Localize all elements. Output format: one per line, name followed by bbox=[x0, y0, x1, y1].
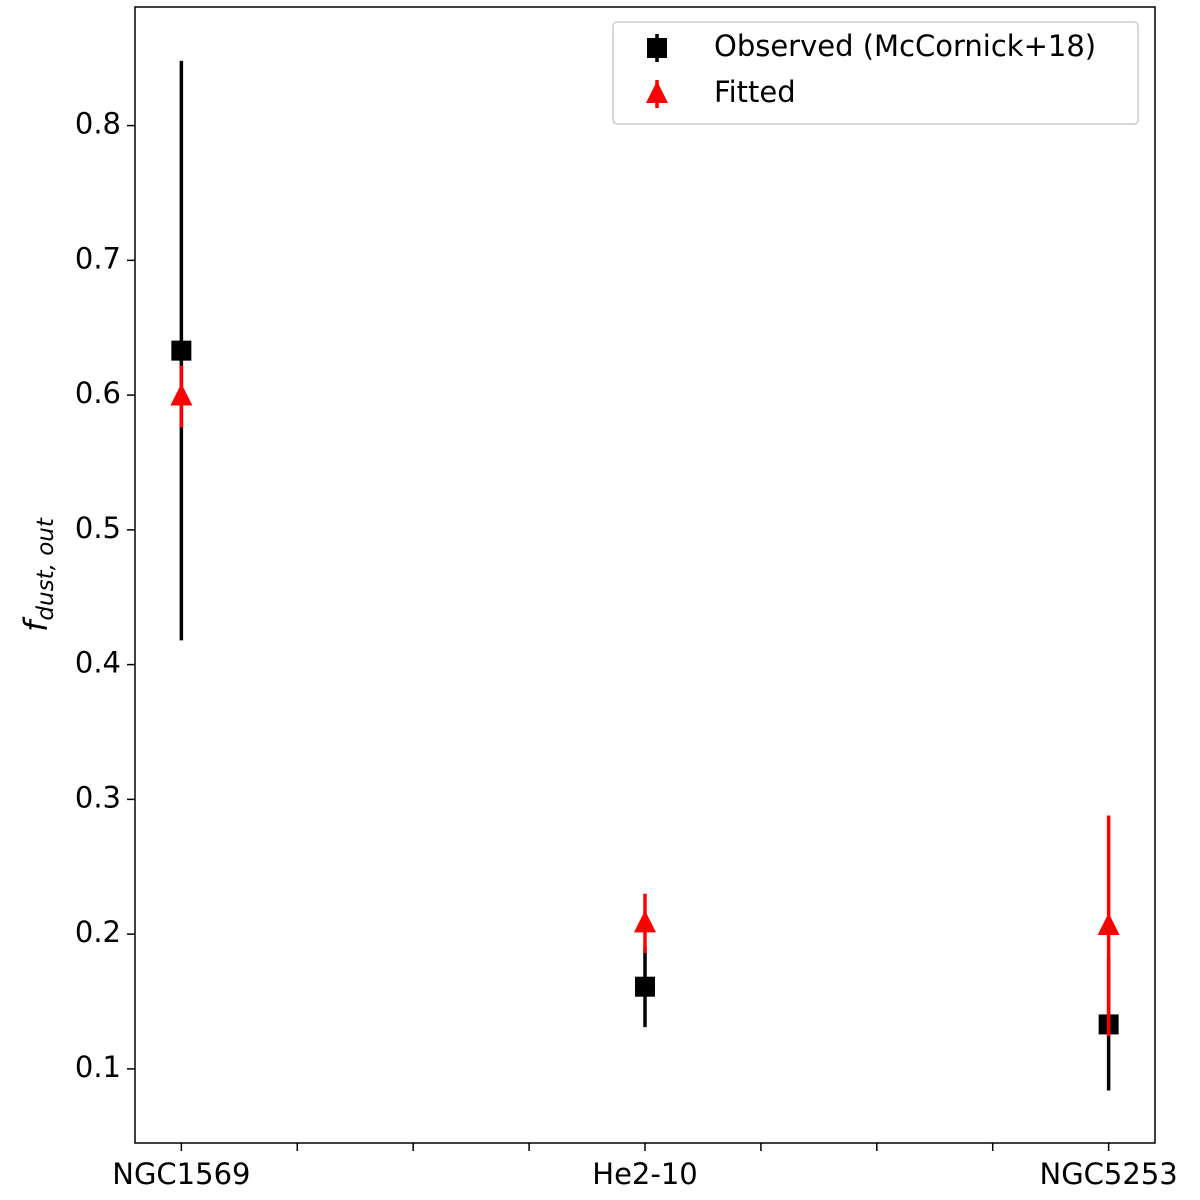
marker-square bbox=[635, 976, 655, 997]
y-tick-label: 0.6 bbox=[75, 376, 121, 410]
marker-triangle bbox=[646, 81, 668, 103]
y-tick-label: 0.1 bbox=[75, 1050, 121, 1084]
y-tick-label: 0.8 bbox=[75, 107, 121, 141]
legend: Observed (McCornick+18) Fitted bbox=[612, 21, 1139, 125]
legend-frame bbox=[612, 21, 1139, 125]
marker-triangle bbox=[634, 910, 656, 933]
y-axis-label: fdust, out bbox=[17, 517, 59, 632]
marker-triangle bbox=[1097, 913, 1120, 936]
x-tick-label: NGC1569 bbox=[112, 1157, 250, 1191]
y-tick-label: 0.5 bbox=[75, 511, 121, 545]
y-tick-label: 0.2 bbox=[75, 915, 121, 949]
legend-label: Fitted bbox=[714, 75, 796, 109]
legend-label: Observed (McCornick+18) bbox=[714, 29, 1096, 63]
marker-triangle bbox=[170, 383, 193, 406]
y-tick-label: 0.7 bbox=[75, 241, 121, 275]
x-tick-label: NGC5253 bbox=[1040, 1157, 1178, 1191]
x-tick-label: He2-10 bbox=[592, 1157, 697, 1191]
y-tick-label: 0.3 bbox=[75, 780, 121, 814]
marker-square bbox=[647, 38, 667, 58]
y-tick-label: 0.4 bbox=[75, 646, 121, 680]
marker-square bbox=[171, 340, 192, 361]
y-label-subscript: dust, out bbox=[33, 517, 59, 620]
plot-frame bbox=[134, 6, 1156, 1144]
